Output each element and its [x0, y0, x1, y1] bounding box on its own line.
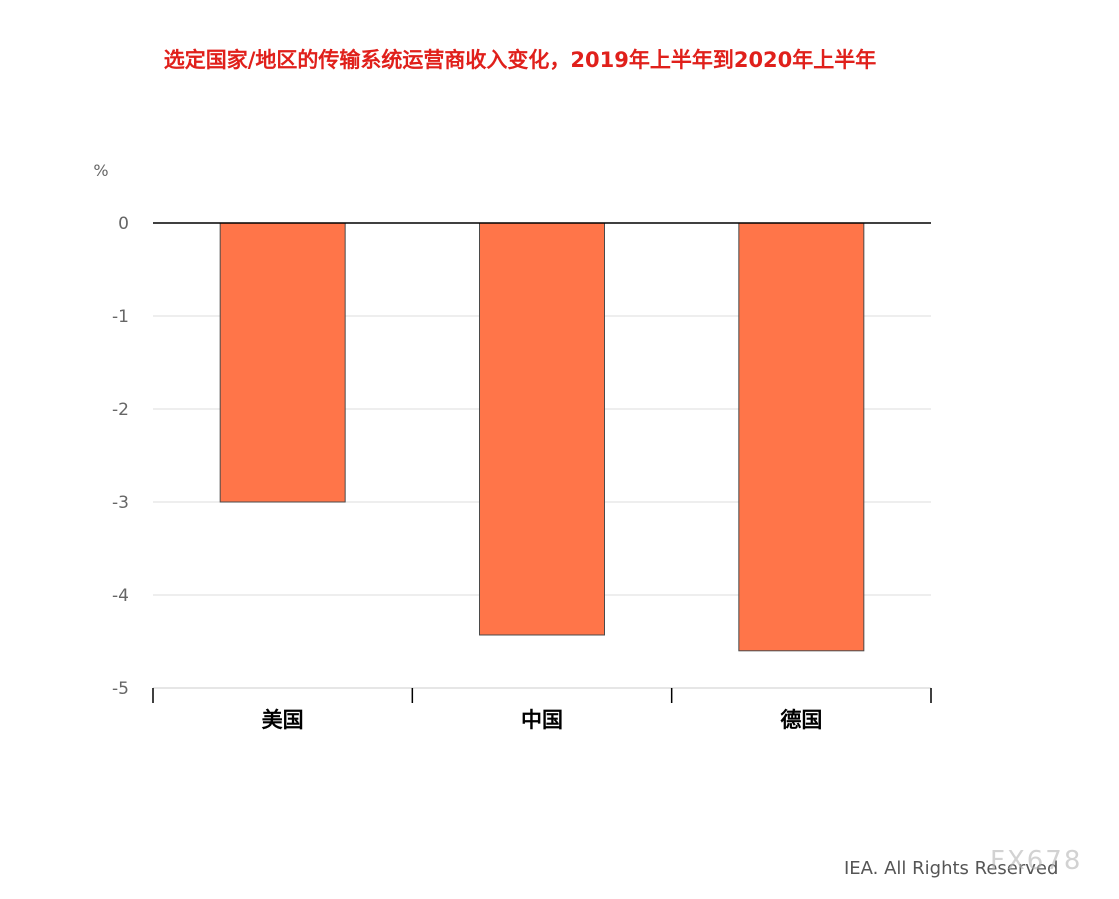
y-axis-label: %: [93, 161, 108, 180]
bar: [479, 222, 605, 636]
x-tick-label: 美国: [262, 708, 304, 732]
y-tick-label: -1: [112, 307, 129, 327]
y-tick-label: -2: [112, 400, 129, 420]
y-tick-label: -4: [112, 586, 129, 606]
watermark: FX678: [990, 846, 1083, 876]
x-tick-label: 德国: [780, 708, 822, 732]
y-tick-label: -5: [112, 679, 129, 699]
credit-text: IEA. All Rights Reserved: [844, 858, 1059, 879]
chart-title: 选定国家/地区的传输系统运营商收入变化，2019年上半年到2020年上半年: [163, 48, 877, 72]
y-tick-label: -3: [112, 493, 129, 513]
x-tick-label: 中国: [521, 708, 563, 732]
bar: [738, 222, 865, 652]
y-tick-label: 0: [118, 214, 129, 234]
bar: [219, 222, 346, 503]
